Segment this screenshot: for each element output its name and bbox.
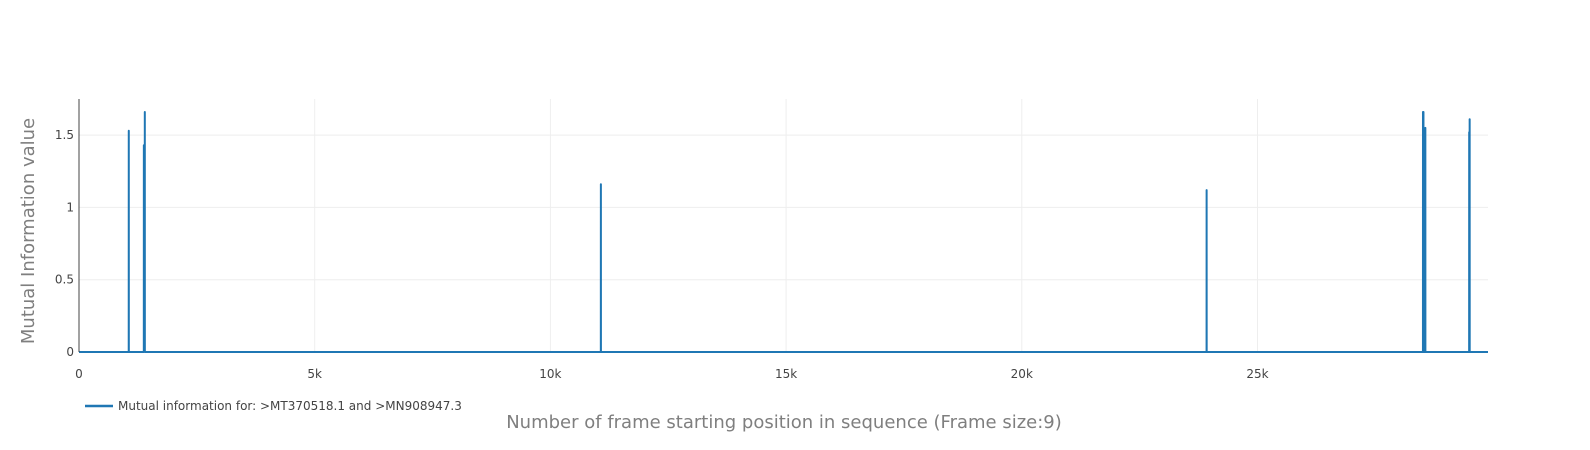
- y-tick-label: 1.5: [55, 128, 74, 142]
- series-line: [79, 111, 1488, 353]
- y-tick-label: 0: [66, 345, 74, 359]
- x-tick-label: 10k: [539, 367, 561, 381]
- grid-lines: [79, 99, 1488, 352]
- x-tick-label: 20k: [1011, 367, 1033, 381]
- x-tick-label: 15k: [775, 367, 797, 381]
- y-axis-title: Mutual Information value: [18, 118, 39, 344]
- series-layer: [79, 111, 1488, 353]
- tick-labels: 0 5k 10k 15k 20k 25k 0 0.5 1 1.5: [55, 128, 1269, 381]
- x-tick-label: 0: [75, 367, 83, 381]
- legend-item-label: Mutual information for: >MT370518.1 and …: [118, 399, 462, 413]
- y-tick-label: 1: [66, 200, 74, 214]
- x-axis-title: Number of frame starting position in seq…: [506, 412, 1062, 433]
- legend[interactable]: Mutual information for: >MT370518.1 and …: [85, 399, 462, 413]
- x-tick-label: 25k: [1246, 367, 1268, 381]
- x-tick-label: 5k: [307, 367, 322, 381]
- y-tick-label: 0.5: [55, 273, 74, 287]
